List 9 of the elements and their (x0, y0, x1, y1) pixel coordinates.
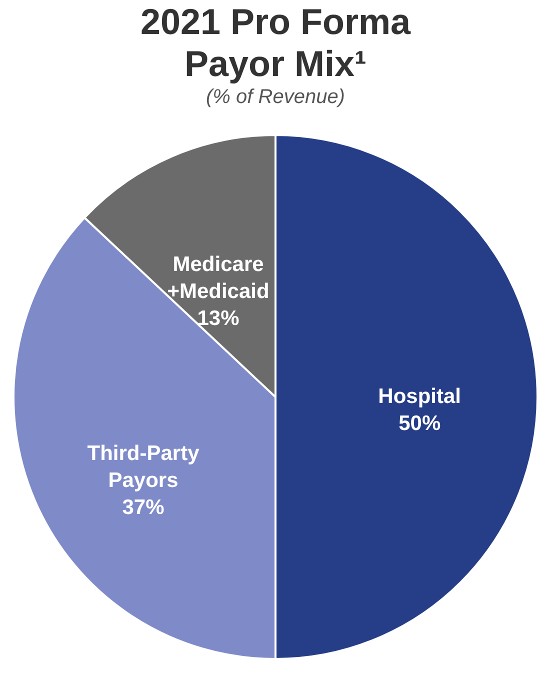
data-label: 50% (398, 412, 441, 435)
chart-subtitle: (% of Revenue) (206, 86, 345, 108)
data-label: 13% (197, 306, 240, 330)
data-label: 37% (122, 496, 165, 520)
text: 2021 Pro Forma (140, 1, 411, 42)
slice-label: Medicare +Medicaid (167, 252, 270, 303)
slice-label: Hospital (378, 385, 462, 408)
text: Payor Mix¹ (184, 43, 367, 84)
slice-label: Third-Party Payors (87, 442, 200, 492)
